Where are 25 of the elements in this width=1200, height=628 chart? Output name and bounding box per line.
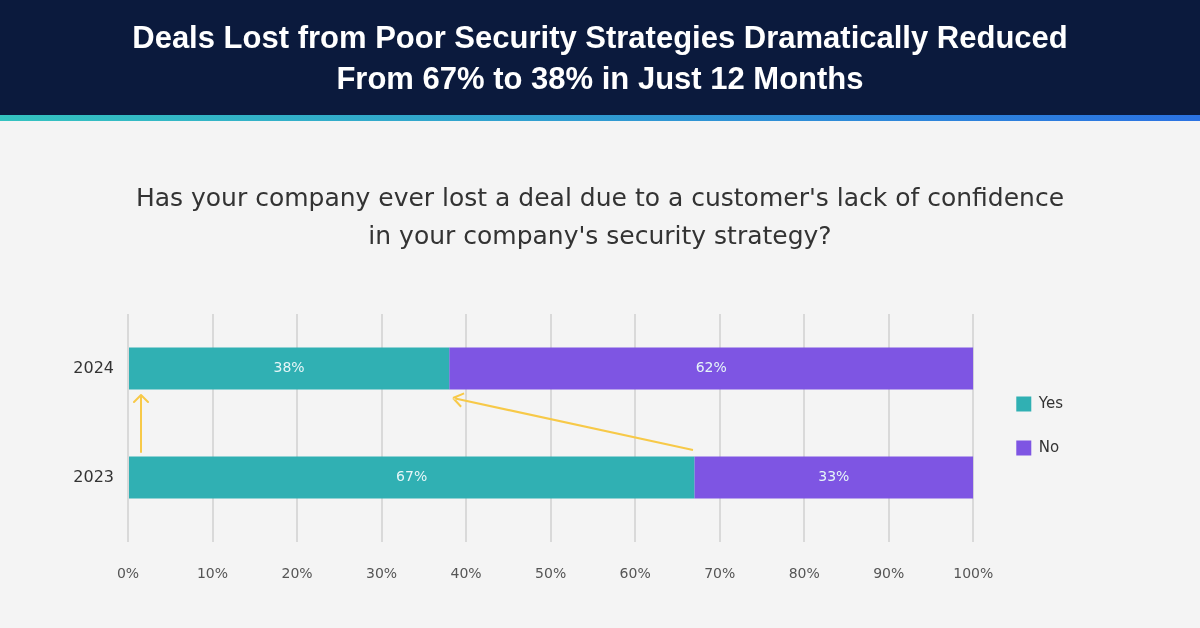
x-tick-label: 90% — [873, 565, 905, 582]
bar — [129, 456, 695, 499]
chart-title: Deals Lost from Poor Security Strategies Dramatically Reduced From 67% to 38% in Just 12 Months — [131, 19, 1069, 98]
bar — [694, 456, 974, 499]
legend-label: Yes — [1037, 393, 1064, 412]
x-tick-label: 20% — [281, 565, 313, 582]
chart-subtitle: Has your company ever lost a deal due to a customer's lack of confidence in your company's security strategy? — [134, 182, 1066, 252]
x-tick-label: 70% — [704, 565, 736, 582]
x-tick-label: 0% — [116, 565, 140, 582]
x-tick-label: 60% — [619, 565, 651, 582]
x-tick-label: 100% — [953, 565, 994, 582]
legend-label: No — [1038, 437, 1060, 456]
bar — [129, 347, 450, 390]
data-label: 67% — [396, 468, 428, 485]
x-tick-label: 10% — [196, 565, 229, 582]
data-label: 33% — [818, 468, 850, 485]
x-tick-label: 80% — [788, 565, 820, 582]
data-label: 38% — [273, 359, 305, 376]
x-tick-label: 30% — [366, 565, 398, 582]
y-tick-label: 2023 — [73, 466, 114, 486]
x-tick-label: 40% — [450, 565, 482, 582]
data-label: 62% — [695, 359, 727, 376]
y-tick-label: 2024 — [73, 357, 114, 377]
x-tick-label: 50% — [535, 565, 567, 582]
bar — [449, 347, 974, 390]
